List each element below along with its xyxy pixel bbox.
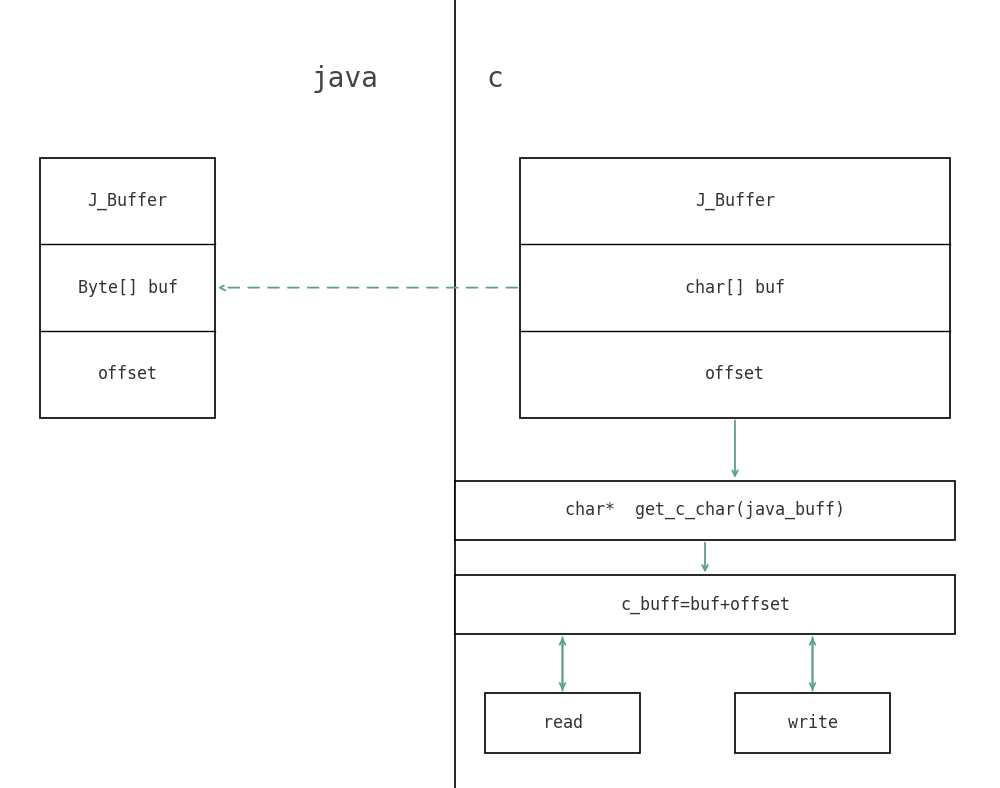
Text: c: c — [487, 65, 503, 93]
Bar — [735, 693, 890, 753]
Text: c_buff=buf+offset: c_buff=buf+offset — [620, 596, 790, 614]
Text: char*  get_c_char(java_buff): char* get_c_char(java_buff) — [565, 501, 845, 519]
Text: offset: offset — [98, 366, 158, 383]
Text: java: java — [312, 65, 378, 93]
Text: char[] buf: char[] buf — [685, 279, 785, 296]
Bar — [40, 158, 215, 418]
Bar — [520, 158, 950, 418]
Text: read: read — [542, 714, 582, 732]
Bar — [485, 693, 640, 753]
Text: J_Buffer: J_Buffer — [88, 191, 168, 210]
Text: J_Buffer: J_Buffer — [695, 191, 775, 210]
Text: offset: offset — [705, 366, 765, 383]
Text: Byte[] buf: Byte[] buf — [78, 279, 178, 296]
Bar — [455, 481, 955, 540]
Text: write: write — [788, 714, 838, 732]
Bar — [455, 575, 955, 634]
